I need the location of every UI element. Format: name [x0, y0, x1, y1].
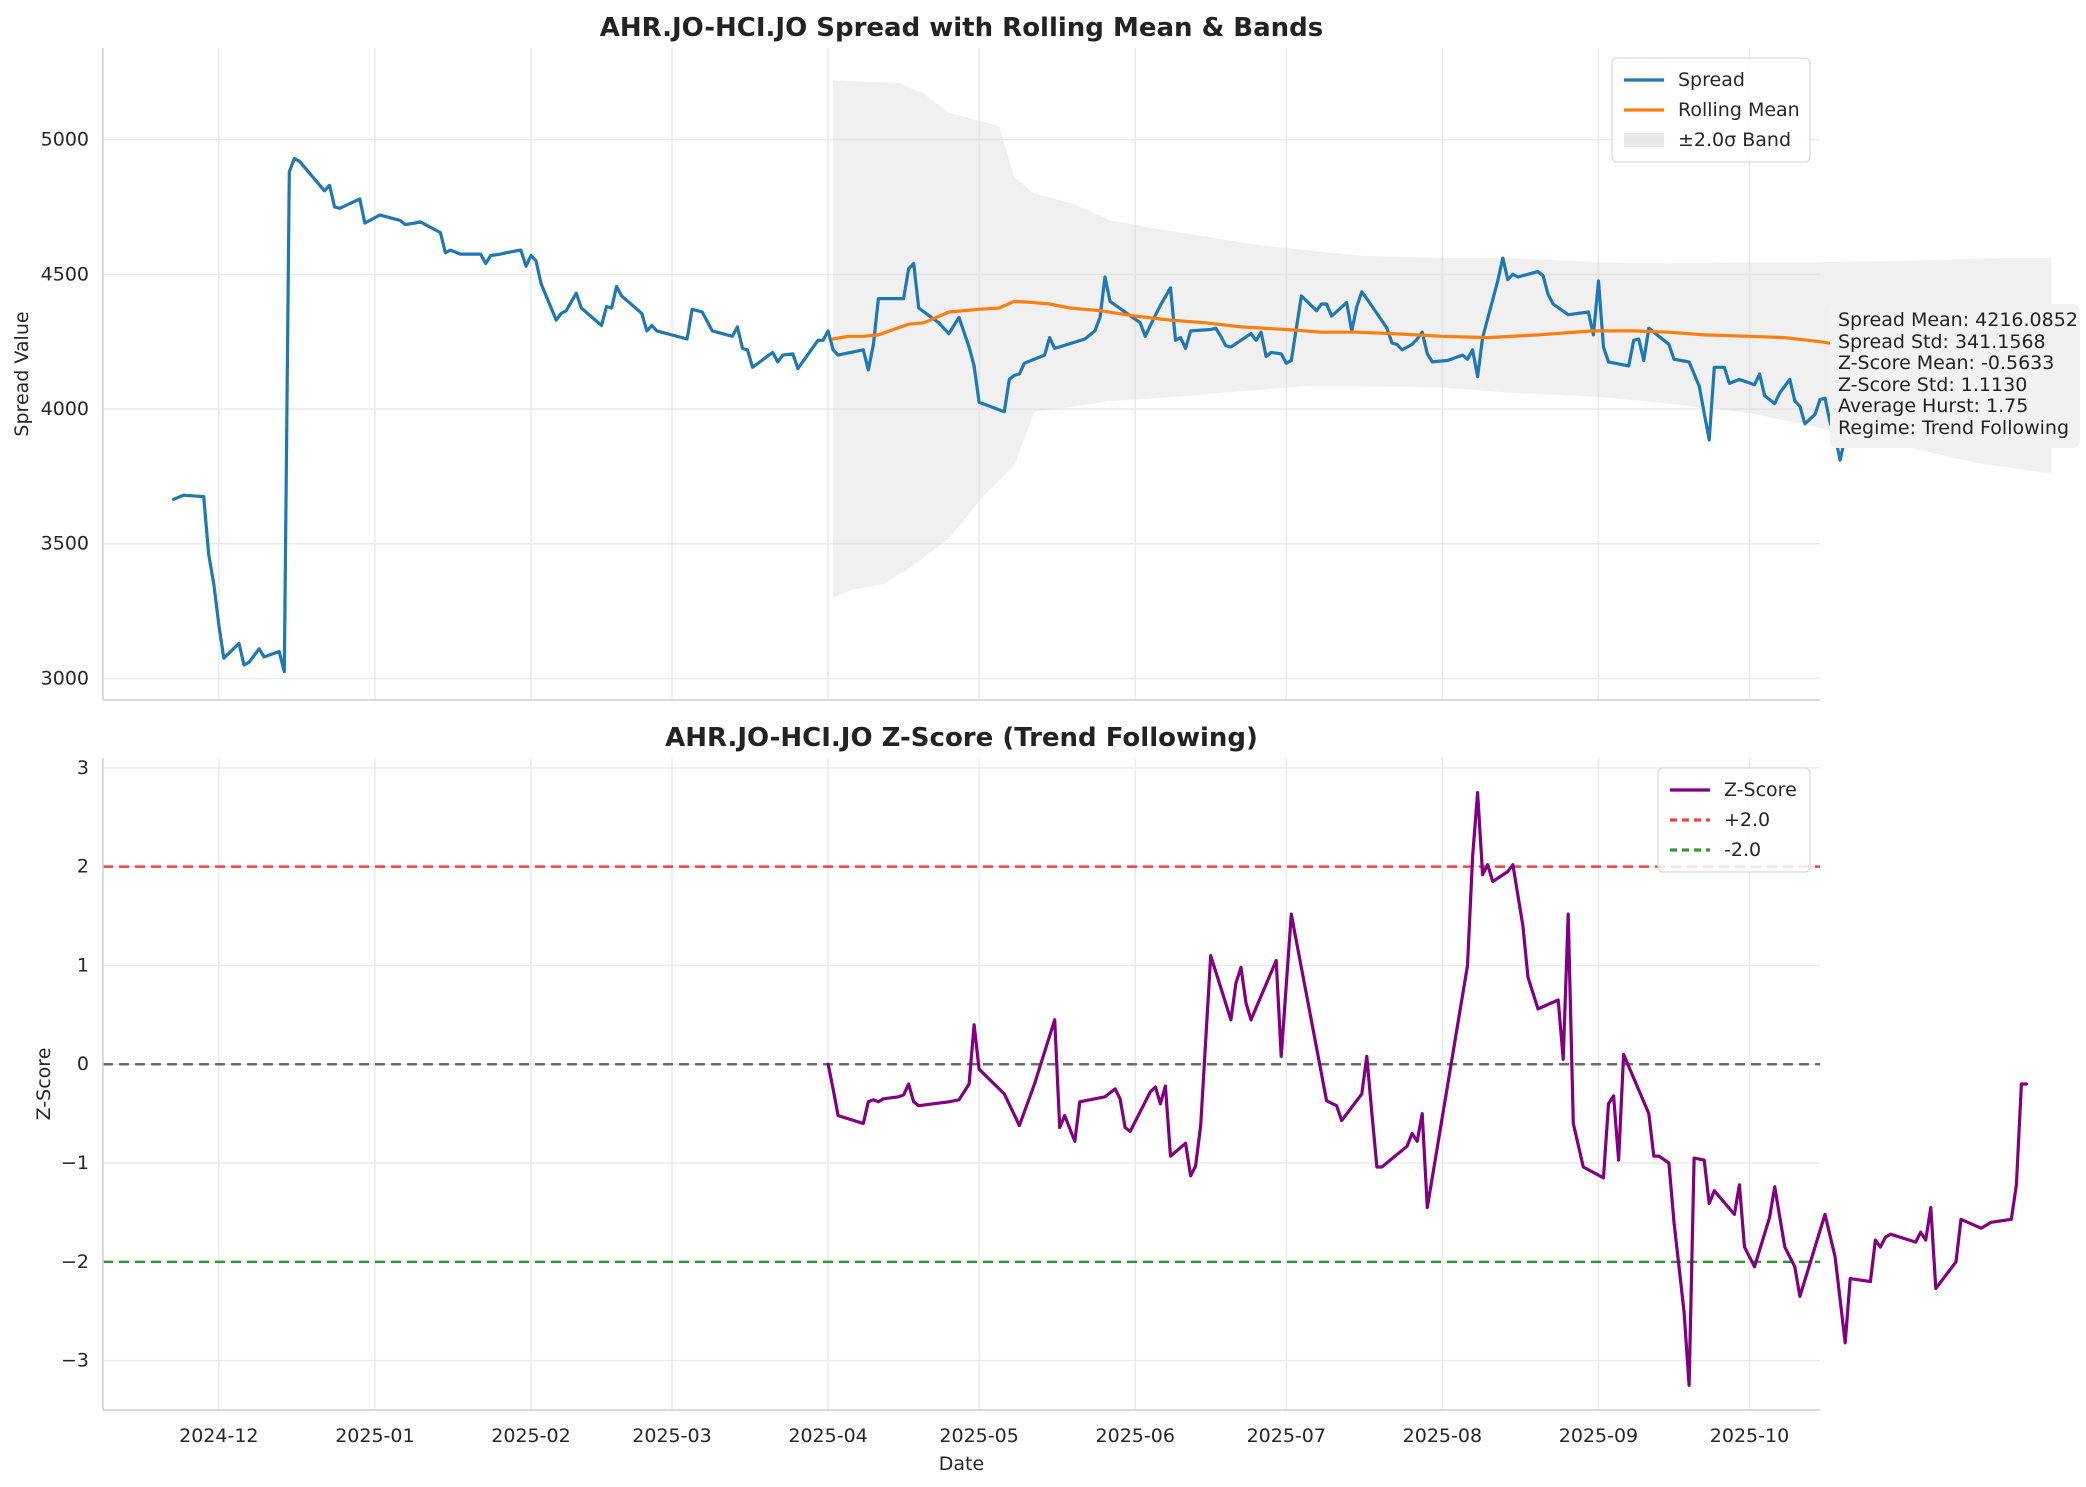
legend-label: -2.0	[1724, 839, 1761, 861]
chart-zscore: AHR.JO-HCI.JO Z-Score (Trend Following) −…	[33, 723, 2029, 1475]
chart-title: AHR.JO-HCI.JO Spread with Rolling Mean &…	[600, 13, 1324, 43]
y-tick-label: 1	[77, 954, 89, 976]
legend-label: ±2.0σ Band	[1678, 129, 1791, 151]
stat-spread-mean: Spread Mean: 4216.0852	[1838, 309, 2078, 331]
x-tick-label: 2025-06	[1096, 1425, 1175, 1447]
legend: Spread Rolling Mean ±2.0σ Band	[1611, 57, 1811, 163]
legend-box	[1657, 767, 1811, 873]
x-tick-label: 2025-07	[1247, 1425, 1326, 1447]
x-tick-label: 2025-01	[335, 1425, 414, 1447]
y-tick-label: 5000	[41, 129, 89, 151]
y-tick-label: −2	[61, 1251, 89, 1273]
stat-regime: Regime: Trend Following	[1838, 416, 2070, 439]
band-area	[833, 80, 2052, 598]
x-tick-label: 2025-08	[1403, 1425, 1482, 1447]
legend-label: Rolling Mean	[1678, 99, 1800, 121]
y-tick-label: 3500	[41, 533, 89, 555]
legend-label: +2.0	[1724, 809, 1770, 831]
legend-label: Spread	[1678, 69, 1745, 91]
legend-band-swatch	[1624, 133, 1664, 147]
legend-label: Z-Score	[1724, 779, 1797, 801]
y-tick-label: −3	[61, 1350, 89, 1372]
x-tick-label: 2025-05	[939, 1425, 1018, 1447]
x-tick-label: 2024-12	[179, 1425, 258, 1447]
x-tick-label: 2025-04	[788, 1425, 867, 1447]
chart-spread: AHR.JO-HCI.JO Spread with Rolling Mean &…	[11, 13, 2054, 701]
y-axis-label: Z-Score	[33, 1048, 55, 1121]
y-tick-label: 4500	[41, 263, 89, 285]
x-tick-label: 2025-02	[491, 1425, 570, 1447]
stat-spread-std: Spread Std: 341.1568	[1838, 330, 2046, 353]
stat-average-hurst: Average Hurst: 1.75	[1838, 395, 2029, 417]
y-tick-label: 0	[77, 1053, 89, 1075]
y-tick-label: 3	[77, 757, 89, 779]
y-axis-label: Spread Value	[11, 311, 33, 436]
stat-zscore-mean: Z-Score Mean: -0.5633	[1838, 352, 2055, 374]
chart-title: AHR.JO-HCI.JO Z-Score (Trend Following)	[665, 723, 1258, 753]
stat-zscore-std: Z-Score Std: 1.1130	[1838, 373, 2028, 396]
y-tick-label: 3000	[41, 667, 89, 689]
grid	[103, 758, 1820, 1410]
rolling-mean-line	[831, 299, 2054, 369]
statistics-box: Spread Mean: 4216.0852 Spread Std: 341.1…	[1830, 304, 2080, 448]
legend: Z-Score +2.0 -2.0	[1657, 767, 1811, 873]
x-axis-label: Date	[939, 1453, 984, 1475]
zscore-line	[826, 790, 2029, 1387]
x-tick-label: 2025-10	[1710, 1425, 1789, 1447]
y-tick-label: 2	[77, 856, 89, 878]
y-tick-label: −1	[61, 1152, 89, 1174]
x-tick-label: 2025-09	[1559, 1425, 1638, 1447]
spread-line	[171, 156, 1908, 674]
x-tick-label: 2025-03	[632, 1425, 711, 1447]
y-tick-label: 4000	[41, 398, 89, 420]
